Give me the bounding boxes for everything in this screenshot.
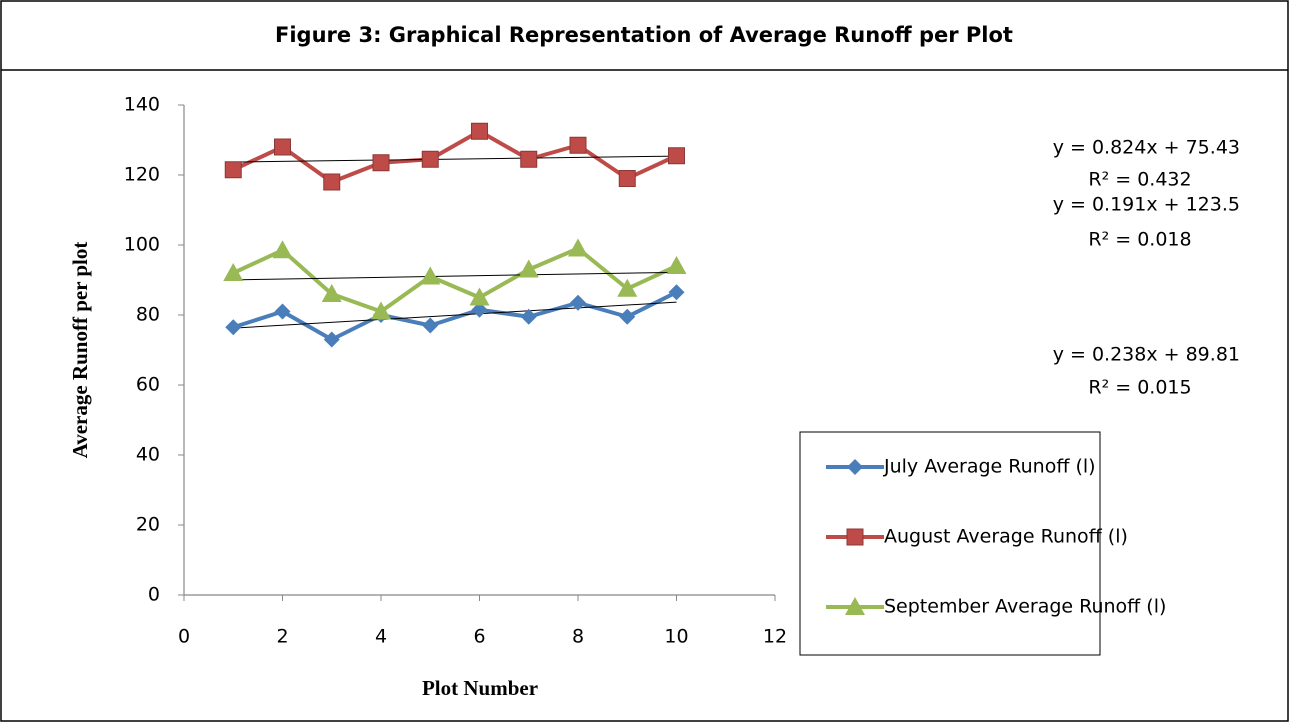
- trendline-equation: y = 0.824x + 75.43: [1053, 137, 1240, 159]
- marker: [518, 259, 539, 278]
- y-tick-label: 140: [124, 94, 160, 116]
- y-tick-label: 40: [136, 444, 160, 466]
- marker: [471, 301, 488, 318]
- x-tick-label: 4: [375, 626, 387, 648]
- marker: [668, 147, 685, 165]
- marker: [569, 136, 587, 154]
- legend-marker: [846, 528, 864, 546]
- marker: [422, 317, 439, 334]
- y-tick-label: 100: [124, 234, 160, 256]
- legend-label: August Average Runoff (l): [884, 526, 1128, 548]
- marker: [471, 122, 488, 140]
- marker: [223, 263, 244, 281]
- y-tick-label: 20: [136, 514, 160, 536]
- trendline: [233, 271, 677, 281]
- marker: [520, 308, 537, 325]
- x-axis-title: Plot Number: [422, 676, 538, 700]
- x-tick-label: 6: [473, 626, 485, 648]
- trendline-r-squared: R² = 0.432: [1088, 169, 1191, 191]
- marker: [421, 150, 439, 168]
- marker: [469, 287, 490, 306]
- trendline-r-squared: R² = 0.018: [1088, 229, 1191, 251]
- marker: [420, 266, 441, 285]
- marker: [617, 278, 638, 297]
- trendline-equation: y = 0.191x + 123.5: [1053, 194, 1240, 216]
- trendline: [233, 301, 677, 329]
- series-line: [232, 290, 678, 342]
- series-line: [232, 246, 678, 314]
- marker: [274, 138, 291, 156]
- marker: [274, 303, 291, 320]
- y-tick-label: 80: [136, 304, 160, 326]
- marker: [666, 256, 687, 274]
- marker: [272, 240, 293, 259]
- marker: [372, 154, 390, 172]
- trendline-equation: y = 0.238x + 89.81: [1053, 344, 1240, 366]
- y-tick-label: 120: [124, 164, 160, 186]
- marker: [619, 308, 636, 325]
- y-tick-label: 0: [148, 584, 160, 606]
- marker: [668, 284, 685, 301]
- marker: [323, 331, 340, 348]
- x-tick-label: 0: [178, 626, 190, 648]
- marker: [371, 301, 391, 320]
- x-tick-label: 12: [763, 626, 787, 648]
- marker: [618, 170, 636, 187]
- marker: [520, 150, 538, 168]
- x-tick-label: 2: [276, 626, 288, 648]
- trendline-r-squared: R² = 0.015: [1088, 377, 1191, 399]
- legend-label: September Average Runoff (l): [884, 596, 1166, 618]
- y-axis-title: Average Runoff per plot: [68, 242, 92, 459]
- trendline: [233, 155, 677, 163]
- marker: [224, 161, 242, 179]
- marker: [225, 319, 242, 336]
- series-line: [232, 129, 678, 184]
- legend-label: July Average Runoff (l): [883, 456, 1096, 478]
- marker: [568, 238, 588, 257]
- x-tick-label: 8: [572, 626, 584, 648]
- legend-marker: [845, 597, 865, 615]
- marker: [321, 284, 342, 302]
- marker: [323, 173, 341, 191]
- marker: [570, 294, 586, 311]
- chart-title: Figure 3: Graphical Representation of Av…: [275, 23, 1013, 47]
- x-tick-label: 10: [664, 626, 688, 648]
- y-tick-label: 60: [136, 374, 160, 396]
- legend-marker: [847, 459, 863, 475]
